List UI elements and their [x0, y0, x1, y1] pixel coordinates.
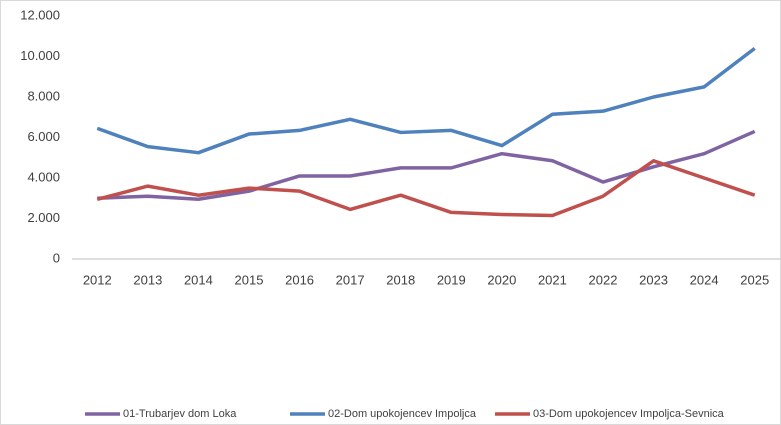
series-line [96, 159, 756, 218]
legend-label: 03-Dom upokojencev Impoljca-Sevnica [533, 408, 725, 420]
x-tick-label: 2012 [83, 272, 112, 287]
y-tick-label: 6.000 [27, 129, 60, 144]
series-line [97, 129, 756, 202]
x-tick-label: 2015 [235, 272, 264, 287]
x-tick-label: 2020 [487, 272, 516, 287]
legend-item: 02-Dom upokojencev Impoljca [290, 408, 477, 420]
x-tick-label: 2022 [589, 272, 618, 287]
x-tick-label: 2023 [639, 272, 668, 287]
series-line [96, 47, 756, 155]
x-tick-label: 2013 [133, 272, 162, 287]
y-tick-label: 10.000 [20, 48, 60, 63]
x-tick-label: 2016 [285, 272, 314, 287]
x-tick-label: 2024 [690, 272, 719, 287]
x-tick-label: 2014 [184, 272, 213, 287]
x-tick-label: 2025 [740, 272, 769, 287]
legend-label: 02-Dom upokojencev Impoljca [328, 408, 477, 420]
legend-item: 03-Dom upokojencev Impoljca-Sevnica [495, 408, 725, 420]
y-tick-label: 12.000 [20, 7, 60, 22]
x-tick-label: 2019 [437, 272, 466, 287]
legend-label: 01-Trubarjev dom Loka [123, 408, 237, 420]
y-tick-label: 2.000 [27, 210, 60, 225]
x-tick-label: 2018 [386, 272, 415, 287]
y-tick-label: 4.000 [27, 169, 60, 184]
x-tick-label: 2017 [336, 272, 365, 287]
y-tick-label: 8.000 [27, 88, 60, 103]
legend-item: 01-Trubarjev dom Loka [85, 408, 237, 420]
x-tick-label: 2021 [538, 272, 567, 287]
y-tick-label: 0 [53, 250, 60, 265]
